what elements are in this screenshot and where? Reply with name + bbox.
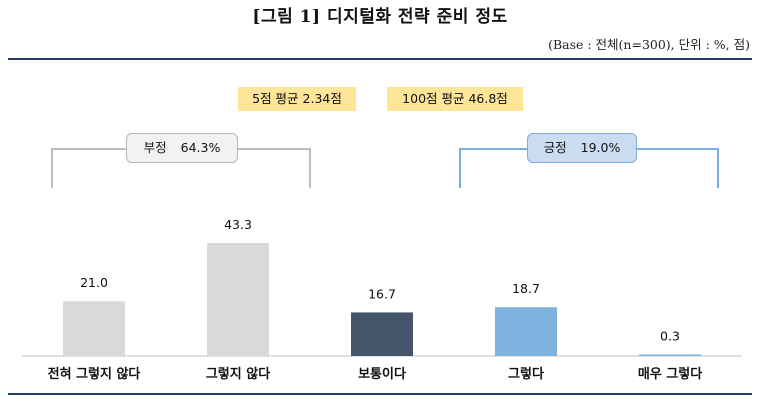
five-point-average-box: 5점 평균 2.34점 xyxy=(238,87,356,111)
data-label-4: 18.7 xyxy=(512,281,540,296)
bottom-rule xyxy=(8,393,752,395)
bar-4 xyxy=(495,307,557,356)
negative-label: 부정 xyxy=(143,140,167,155)
negative-value: 64.3% xyxy=(180,140,221,155)
data-label-3: 16.7 xyxy=(368,286,396,301)
positive-summary-pill: 긍정 19.0% xyxy=(527,133,637,163)
positive-value: 19.0% xyxy=(580,140,621,155)
data-label-5: 0.3 xyxy=(660,329,680,344)
top-rule xyxy=(8,58,752,60)
negative-summary-pill: 부정 64.3% xyxy=(126,133,238,163)
bar-2 xyxy=(207,243,269,356)
bar-3 xyxy=(351,312,413,356)
category-label-4: 그렇다 xyxy=(508,366,544,382)
bar-1 xyxy=(63,301,125,356)
category-label-3: 보통이다 xyxy=(358,366,406,382)
category-label-5: 매우 그렇다 xyxy=(638,366,702,382)
data-label-1: 21.0 xyxy=(80,275,108,290)
bar-5 xyxy=(639,354,701,356)
category-label-2: 그렇지 않다 xyxy=(206,366,270,382)
data-label-2: 43.3 xyxy=(224,217,252,232)
base-note: (Base : 전체(n=300), 단위 : %, 점) xyxy=(548,37,750,52)
hundred-point-average-box: 100점 평균 46.8점 xyxy=(387,87,523,111)
category-label-1: 전혀 그렇지 않다 xyxy=(48,366,141,382)
positive-label: 긍정 xyxy=(543,140,567,155)
chart-title: [그림 1] 디지털화 전략 준비 정도 xyxy=(252,7,508,27)
